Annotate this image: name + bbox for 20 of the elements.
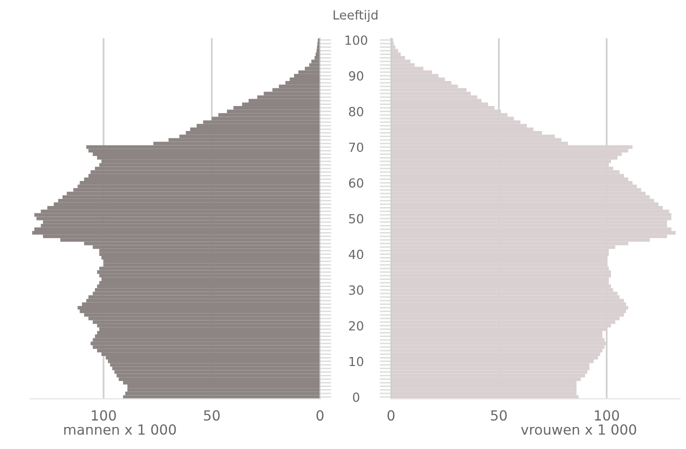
y-tick-label: 100 <box>346 35 368 45</box>
y-tick-label: 40 <box>348 250 364 260</box>
y-tick-label: 30 <box>349 285 364 295</box>
y-tick-label: 10 <box>350 356 364 366</box>
y-tick-label: 60 <box>349 178 364 188</box>
y-tick-label: 70 <box>349 142 364 152</box>
x-tick-label: 0 <box>387 410 394 421</box>
y-tick-label: 0 <box>352 392 360 402</box>
y-tick-label: 80 <box>349 106 364 116</box>
x-tick-label: 50 <box>491 410 507 421</box>
y-tick-label: 50 <box>349 214 364 224</box>
x-axis-title: vrouwen x 1 000 <box>521 424 636 435</box>
y-axis-title: Leeftijd <box>334 10 378 22</box>
x-axis-title: mannen x 1 000 <box>64 424 176 435</box>
y-tick-label: 90 <box>348 71 364 81</box>
x-tick-label: 50 <box>204 410 220 421</box>
x-tick-label: 100 <box>594 410 620 421</box>
y-tick-label: 20 <box>349 321 364 331</box>
x-tick-label: 100 <box>92 410 116 421</box>
x-tick-label: 0 <box>316 410 324 421</box>
